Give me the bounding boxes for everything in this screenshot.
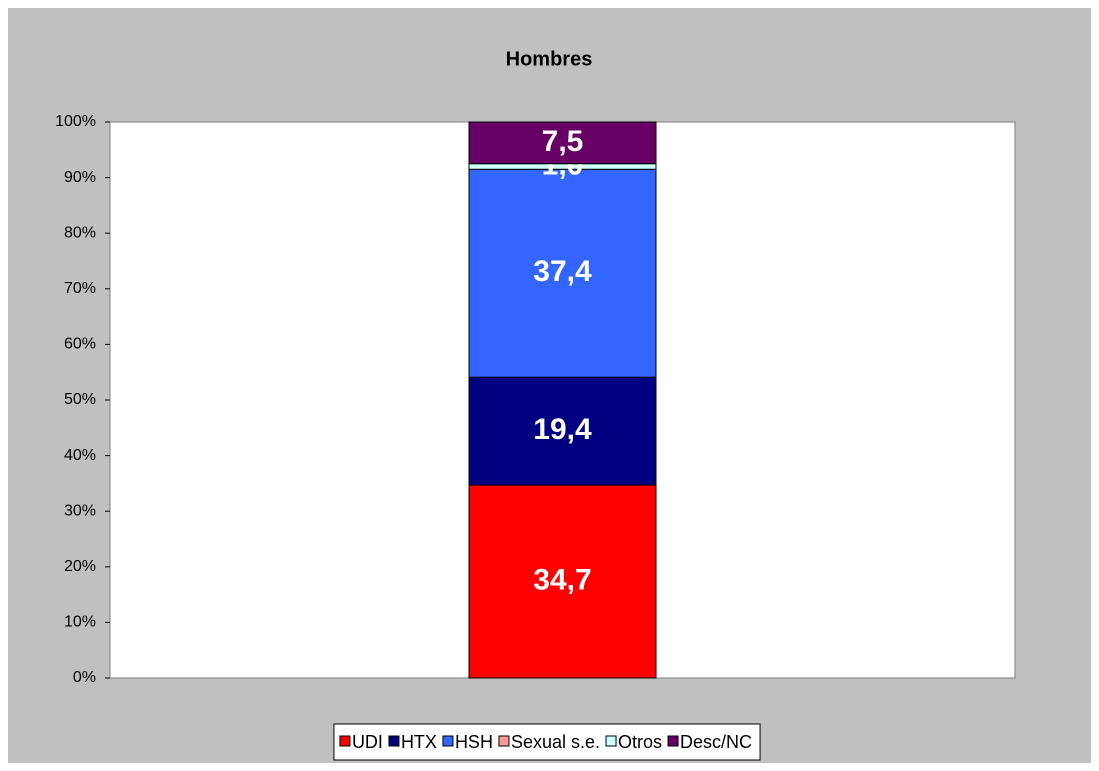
legend-label: HSH xyxy=(455,732,493,752)
y-tick-label: 0% xyxy=(73,669,96,686)
value-label: 7,5 xyxy=(542,125,584,158)
bar-segment xyxy=(468,168,657,378)
bar-segment xyxy=(468,121,657,165)
bar-segment xyxy=(468,376,657,486)
y-tick-label: 80% xyxy=(64,224,96,241)
y-tick-label: 30% xyxy=(64,502,96,519)
legend-box xyxy=(333,723,761,761)
legend-label: Desc/NC xyxy=(680,732,752,752)
y-tick-label: 20% xyxy=(64,558,96,575)
legend-swatch xyxy=(498,735,510,747)
legend-label: UDI xyxy=(352,732,383,752)
y-tick-label: 60% xyxy=(64,336,96,353)
value-label: 34,7 xyxy=(533,563,591,596)
legend-swatch xyxy=(605,735,617,747)
legend-label: HTX xyxy=(401,732,437,752)
legend-swatch xyxy=(442,735,454,747)
chart-title: Hombres xyxy=(506,48,593,70)
legend-swatch xyxy=(388,735,400,747)
y-tick-label: 40% xyxy=(64,447,96,464)
y-tick-label: 10% xyxy=(64,614,96,631)
value-label: 19,4 xyxy=(533,413,592,446)
legend-swatch xyxy=(667,735,679,747)
y-tick-label: 100% xyxy=(55,113,96,130)
value-label: 37,4 xyxy=(533,255,592,288)
y-tick-label: 70% xyxy=(64,280,96,297)
legend-label: Sexual s.e. xyxy=(511,732,600,752)
legend-label: Otros xyxy=(618,732,662,752)
y-tick-label: 90% xyxy=(64,169,96,186)
bar-segment xyxy=(468,484,657,679)
legend-swatch xyxy=(339,735,351,747)
y-tick-label: 50% xyxy=(64,391,96,408)
